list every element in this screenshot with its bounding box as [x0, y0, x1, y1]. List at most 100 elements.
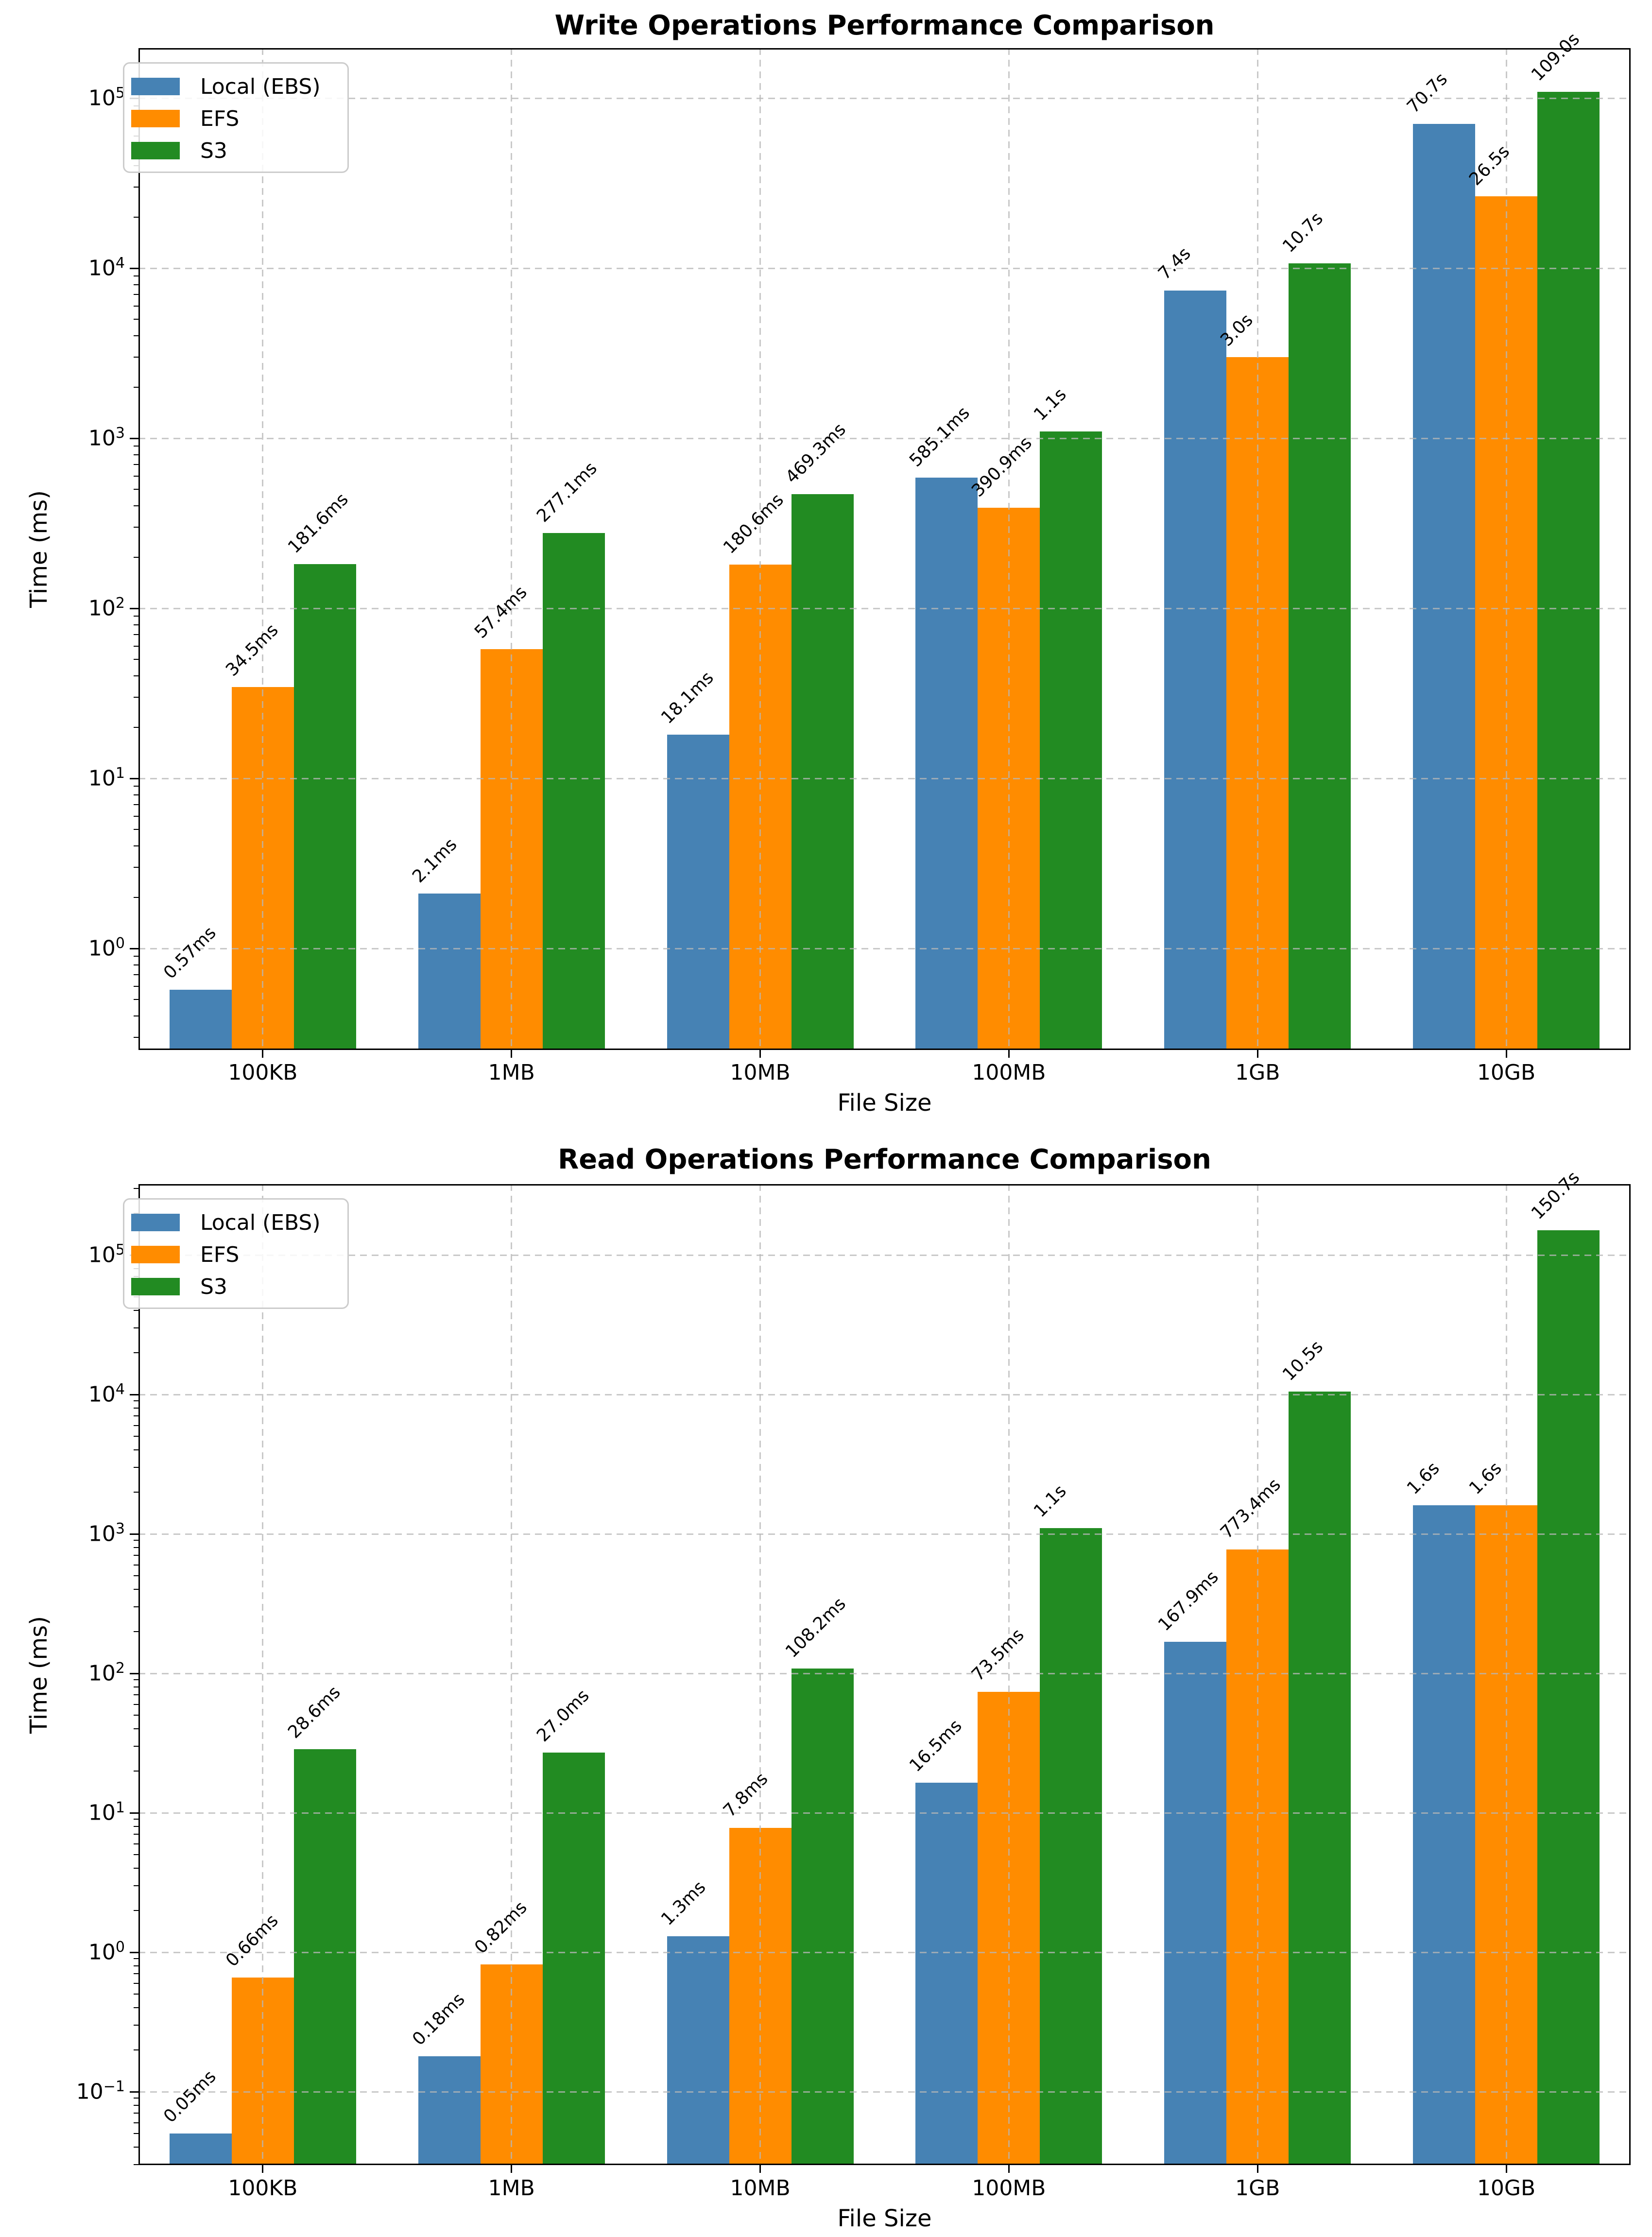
bar — [169, 990, 232, 1050]
bar — [293, 564, 356, 1050]
y-tick — [130, 2091, 138, 2093]
x-tick — [759, 1050, 761, 1058]
bar-value-label-text: 1.3ms — [657, 1877, 710, 1930]
y-minor-tick — [134, 1885, 138, 1887]
y-minor-tick — [134, 2113, 138, 2114]
gridline-h — [138, 97, 1631, 99]
x-tick-label: 10MB — [730, 2176, 791, 2201]
y-minor-tick — [134, 446, 138, 447]
y-tick — [130, 777, 138, 779]
y-minor-tick — [134, 2147, 138, 2148]
y-tick-label: 105 — [88, 85, 125, 111]
y-minor-tick — [134, 1407, 138, 1409]
gridline-v — [511, 1184, 513, 2165]
y-minor-tick — [134, 1188, 138, 1189]
legend-item-local-ebs: Local (EBS) — [131, 1206, 347, 1239]
y-tick-label: 105 — [88, 1241, 125, 1268]
y-minor-tick — [134, 1686, 138, 1687]
bar-value-label-text: 1.1s — [1030, 384, 1071, 425]
y-minor-tick — [134, 815, 138, 817]
y-minor-tick — [134, 786, 138, 787]
bar — [667, 734, 729, 1050]
x-tick-label: 1GB — [1235, 1060, 1280, 1085]
x-tick — [262, 2165, 264, 2173]
bar — [915, 1782, 978, 2165]
gridline-h — [138, 1951, 1631, 1953]
y-tick-label: 100 — [88, 935, 125, 961]
x-tick — [1256, 1050, 1258, 1058]
y-minor-tick — [134, 1327, 138, 1329]
bar-value-label-text: 277.1ms — [533, 458, 601, 527]
y-minor-tick — [134, 2098, 138, 2099]
bar-value-label-text: 0.05ms — [159, 2066, 220, 2127]
bar-value-label-text: 7.4s — [1154, 243, 1195, 284]
x-tick-label: 1GB — [1235, 2176, 1280, 2201]
legend-item-efs: EFS — [131, 103, 347, 135]
bar-value-label-text: 27.0ms — [533, 1686, 593, 1746]
y-minor-tick — [134, 1540, 138, 1541]
legend-label: Local (EBS) — [200, 74, 321, 99]
y-minor-tick — [134, 464, 138, 465]
y-tick-label: 101 — [88, 765, 125, 791]
bar-value-label-text: 108.2ms — [781, 1594, 850, 1662]
bar — [1413, 1505, 1476, 2165]
legend: Local (EBS) EFS S3 — [123, 62, 349, 173]
y-minor-tick — [134, 845, 138, 847]
y-minor-tick — [134, 1037, 138, 1038]
bar-value-label-text: 1.6s — [1465, 1458, 1506, 1499]
y-minor-tick — [134, 1467, 138, 1468]
x-tick-label: 100MB — [972, 2176, 1046, 2201]
bar-value-label-text: 180.6ms — [719, 490, 788, 558]
y-tick — [130, 1951, 138, 1953]
y-minor-tick — [134, 1770, 138, 1772]
chart-title: Read Operations Performance Comparison — [558, 1144, 1211, 1175]
bar-value-label-text: 0.66ms — [222, 1910, 282, 1971]
y-minor-tick — [134, 386, 138, 388]
y-minor-tick — [134, 1415, 138, 1417]
x-tick — [262, 1050, 264, 1058]
y-minor-tick — [134, 645, 138, 647]
gridline-v — [262, 1184, 264, 2165]
bar — [1164, 1642, 1227, 2165]
legend-swatch-local-ebs — [131, 1214, 180, 1231]
x-axis-label: File Size — [837, 2205, 932, 2232]
y-minor-tick — [134, 187, 138, 188]
x-tick — [1008, 2165, 1010, 2173]
x-tick-label: 10GB — [1477, 2176, 1536, 2201]
legend: Local (EBS) EFS S3 — [123, 1198, 349, 1309]
y-minor-tick — [134, 305, 138, 307]
y-minor-tick — [134, 2025, 138, 2026]
bar — [1537, 1230, 1600, 2165]
y-minor-tick — [134, 1436, 138, 1437]
y-minor-tick — [134, 1982, 138, 1984]
bar-value-label-text: 16.5ms — [906, 1715, 966, 1776]
gridline-h — [138, 437, 1631, 439]
x-axis-label: File Size — [837, 1089, 932, 1117]
x-tick — [759, 2165, 761, 2173]
bar-value-label-text: 469.3ms — [781, 419, 850, 487]
y-minor-tick — [134, 1973, 138, 1975]
y-tick-label: 102 — [88, 595, 125, 621]
bar-value-label-text: 57.4ms — [470, 582, 531, 643]
legend-label: Local (EBS) — [200, 1210, 321, 1235]
y-minor-tick — [134, 489, 138, 490]
bar — [542, 533, 605, 1050]
bar — [542, 1753, 605, 2165]
bar-value-label-text: 1.1s — [1030, 1481, 1071, 1522]
gridline-v — [1505, 48, 1507, 1050]
y-tick — [130, 607, 138, 609]
gridline-h — [138, 1394, 1631, 1395]
bar — [1289, 1391, 1351, 2165]
y-tick-label: 100 — [88, 1939, 125, 1965]
y-minor-tick — [134, 1843, 138, 1844]
y-minor-tick — [134, 1994, 138, 1995]
y-minor-tick — [134, 294, 138, 295]
y-minor-tick — [134, 1555, 138, 1556]
y-minor-tick — [134, 867, 138, 868]
legend-item-s3: S3 — [131, 135, 347, 167]
y-minor-tick — [134, 1868, 138, 1869]
y-minor-tick — [134, 284, 138, 285]
bar-value-label-text: 1.6s — [1403, 1458, 1444, 1499]
y-minor-tick — [134, 616, 138, 617]
